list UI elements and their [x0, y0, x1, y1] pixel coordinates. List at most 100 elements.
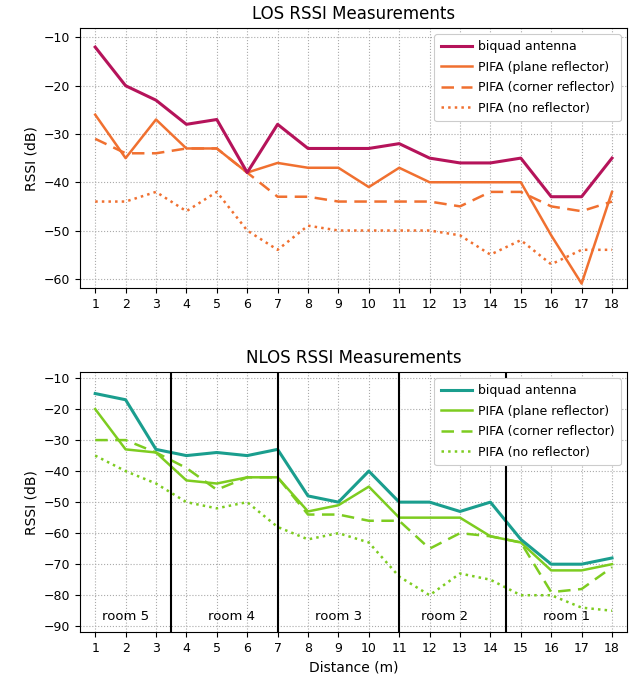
PIFA (corner reflector) — [426, 197, 433, 206]
biquad antenna — [426, 154, 433, 163]
Title: NLOS RSSI Measurements: NLOS RSSI Measurements — [246, 350, 461, 368]
PIFA (corner reflector) — [182, 464, 190, 472]
biquad antenna — [335, 145, 342, 153]
PIFA (corner reflector) — [456, 529, 464, 537]
PIFA (corner reflector) — [335, 510, 342, 518]
PIFA (corner reflector) — [304, 193, 312, 201]
PIFA (no reflector) — [304, 535, 312, 543]
PIFA (corner reflector) — [456, 202, 464, 211]
PIFA (plane reflector) — [122, 154, 129, 163]
biquad antenna — [92, 389, 99, 398]
PIFA (corner reflector) — [486, 532, 494, 541]
PIFA (plane reflector) — [396, 514, 403, 522]
biquad antenna — [182, 120, 190, 129]
biquad antenna — [396, 140, 403, 148]
PIFA (corner reflector) — [578, 585, 586, 594]
Legend: biquad antenna, PIFA (plane reflector), PIFA (corner reflector), PIFA (no reflec: biquad antenna, PIFA (plane reflector), … — [435, 378, 621, 465]
PIFA (no reflector) — [335, 529, 342, 537]
Line: biquad antenna: biquad antenna — [95, 393, 612, 564]
biquad antenna — [456, 507, 464, 516]
biquad antenna — [578, 193, 586, 201]
PIFA (plane reflector) — [182, 145, 190, 153]
PIFA (no reflector) — [304, 222, 312, 230]
PIFA (no reflector) — [456, 231, 464, 240]
PIFA (corner reflector) — [213, 486, 221, 494]
biquad antenna — [547, 560, 555, 569]
PIFA (corner reflector) — [152, 448, 160, 457]
PIFA (plane reflector) — [274, 158, 282, 167]
PIFA (corner reflector) — [274, 473, 282, 482]
biquad antenna — [304, 145, 312, 153]
biquad antenna — [486, 498, 494, 507]
Legend: biquad antenna, PIFA (plane reflector), PIFA (corner reflector), PIFA (no reflec: biquad antenna, PIFA (plane reflector), … — [435, 34, 621, 121]
PIFA (corner reflector) — [547, 202, 555, 211]
biquad antenna — [335, 498, 342, 507]
PIFA (corner reflector) — [122, 436, 129, 444]
PIFA (no reflector) — [547, 260, 555, 268]
PIFA (no reflector) — [274, 523, 282, 531]
biquad antenna — [517, 154, 525, 163]
biquad antenna — [213, 448, 221, 457]
PIFA (plane reflector) — [578, 566, 586, 575]
biquad antenna — [426, 498, 433, 507]
PIFA (no reflector) — [335, 227, 342, 235]
PIFA (no reflector) — [426, 227, 433, 235]
PIFA (plane reflector) — [517, 539, 525, 547]
PIFA (no reflector) — [122, 467, 129, 475]
PIFA (no reflector) — [578, 245, 586, 254]
X-axis label: Distance (m): Distance (m) — [309, 661, 398, 675]
PIFA (plane reflector) — [456, 514, 464, 522]
biquad antenna — [274, 445, 282, 454]
PIFA (corner reflector) — [426, 544, 433, 553]
Text: room 5: room 5 — [102, 610, 149, 623]
PIFA (corner reflector) — [365, 197, 372, 206]
PIFA (no reflector) — [213, 188, 221, 196]
PIFA (corner reflector) — [304, 510, 312, 518]
Line: PIFA (corner reflector): PIFA (corner reflector) — [95, 440, 612, 592]
PIFA (corner reflector) — [365, 516, 372, 525]
Line: PIFA (no reflector): PIFA (no reflector) — [95, 456, 612, 611]
Line: biquad antenna: biquad antenna — [95, 47, 612, 197]
PIFA (corner reflector) — [182, 145, 190, 153]
PIFA (no reflector) — [365, 539, 372, 547]
Line: PIFA (plane reflector): PIFA (plane reflector) — [95, 115, 612, 284]
biquad antenna — [152, 445, 160, 454]
PIFA (plane reflector) — [365, 482, 372, 491]
PIFA (plane reflector) — [396, 163, 403, 172]
PIFA (corner reflector) — [608, 563, 616, 571]
PIFA (plane reflector) — [92, 405, 99, 414]
PIFA (no reflector) — [122, 197, 129, 206]
Line: PIFA (plane reflector): PIFA (plane reflector) — [95, 409, 612, 571]
PIFA (corner reflector) — [517, 539, 525, 547]
biquad antenna — [456, 158, 464, 167]
biquad antenna — [396, 498, 403, 507]
biquad antenna — [122, 81, 129, 90]
biquad antenna — [547, 193, 555, 201]
PIFA (no reflector) — [517, 591, 525, 599]
PIFA (plane reflector) — [578, 279, 586, 288]
PIFA (plane reflector) — [182, 476, 190, 484]
PIFA (no reflector) — [182, 207, 190, 215]
PIFA (corner reflector) — [122, 149, 129, 158]
biquad antenna — [365, 467, 372, 475]
PIFA (no reflector) — [182, 498, 190, 507]
PIFA (no reflector) — [243, 227, 251, 235]
PIFA (plane reflector) — [456, 178, 464, 186]
PIFA (corner reflector) — [243, 473, 251, 482]
biquad antenna — [517, 535, 525, 543]
PIFA (plane reflector) — [152, 448, 160, 457]
PIFA (corner reflector) — [152, 149, 160, 158]
PIFA (no reflector) — [608, 607, 616, 615]
PIFA (plane reflector) — [486, 532, 494, 541]
PIFA (no reflector) — [152, 188, 160, 196]
PIFA (corner reflector) — [396, 516, 403, 525]
PIFA (corner reflector) — [213, 145, 221, 153]
biquad antenna — [486, 158, 494, 167]
Text: room 4: room 4 — [209, 610, 255, 623]
PIFA (plane reflector) — [243, 168, 251, 177]
PIFA (plane reflector) — [243, 473, 251, 482]
PIFA (plane reflector) — [426, 514, 433, 522]
PIFA (corner reflector) — [608, 197, 616, 206]
biquad antenna — [365, 145, 372, 153]
Line: PIFA (corner reflector): PIFA (corner reflector) — [95, 139, 612, 211]
